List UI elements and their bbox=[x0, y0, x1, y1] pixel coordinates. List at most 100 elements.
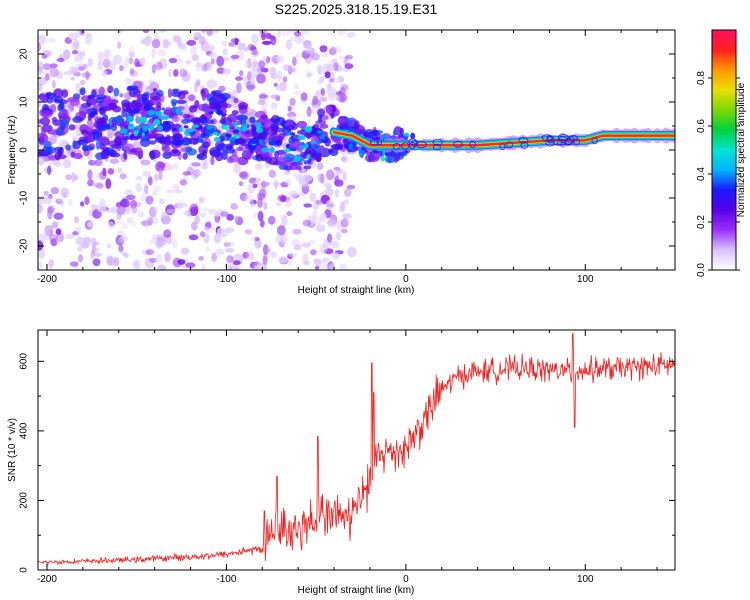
heatmap-cell bbox=[259, 219, 265, 228]
heatmap-cell bbox=[330, 144, 343, 149]
heatmap-cell bbox=[252, 58, 257, 68]
heatmap-cell bbox=[116, 206, 126, 215]
y-tick-label: 0 bbox=[19, 567, 30, 573]
heatmap-cell bbox=[69, 261, 79, 267]
heatmap-cell bbox=[46, 266, 53, 270]
heatmap-cell bbox=[115, 240, 125, 246]
heatmap-cell bbox=[372, 130, 379, 136]
heatmap-cell bbox=[76, 236, 87, 246]
heatmap-cell bbox=[38, 204, 43, 214]
heatmap-cell bbox=[350, 125, 356, 129]
heatmap-cell bbox=[157, 125, 164, 131]
heatmap-cell bbox=[129, 69, 138, 78]
heatmap-cell bbox=[214, 212, 220, 217]
heatmap-cell bbox=[267, 215, 276, 225]
heatmap-cell bbox=[228, 41, 236, 47]
heatmap-cell bbox=[38, 119, 43, 124]
heatmap-cell bbox=[270, 102, 278, 110]
heatmap-cell bbox=[287, 105, 292, 112]
heatmap-cell bbox=[55, 228, 62, 235]
heatmap-cell bbox=[161, 107, 166, 111]
heatmap-cell bbox=[300, 99, 307, 104]
heatmap-cell bbox=[63, 71, 74, 76]
heatmap-cell bbox=[96, 94, 107, 100]
heatmap-cell bbox=[80, 242, 90, 249]
heatmap-cell bbox=[43, 190, 49, 196]
heatmap-cell bbox=[339, 204, 346, 213]
heatmap-cell bbox=[47, 208, 53, 220]
heatmap-cell bbox=[285, 143, 291, 149]
heatmap-cell bbox=[166, 189, 174, 194]
heatmap-cell bbox=[38, 249, 46, 259]
heatmap-cell bbox=[591, 137, 598, 145]
heatmap-cell bbox=[234, 37, 239, 46]
heatmap-cell bbox=[68, 124, 76, 131]
heatmap-cell bbox=[160, 215, 171, 225]
spectrogram-heatmap bbox=[38, 30, 675, 270]
heatmap-cell bbox=[118, 245, 124, 251]
heatmap-cell bbox=[279, 154, 284, 163]
heatmap-cell bbox=[95, 140, 100, 150]
heatmap-cell bbox=[289, 146, 297, 152]
heatmap-cell bbox=[566, 136, 575, 144]
heatmap-cell bbox=[182, 152, 188, 160]
spectrogram-x-ticks: -200 -100 0 100 bbox=[37, 30, 658, 285]
heatmap-cell bbox=[327, 87, 337, 97]
heatmap-cell bbox=[339, 118, 346, 123]
heatmap-cell bbox=[306, 154, 310, 161]
heatmap-cell bbox=[168, 113, 174, 119]
heatmap-cell bbox=[316, 162, 324, 171]
heatmap-cell bbox=[280, 195, 287, 203]
heatmap-cell bbox=[316, 139, 322, 145]
heatmap-cell bbox=[73, 216, 80, 224]
heatmap-cell bbox=[214, 137, 221, 142]
heatmap-cell bbox=[47, 206, 54, 214]
heatmap-cell bbox=[234, 139, 240, 145]
heatmap-cell bbox=[73, 38, 79, 49]
heatmap-cell bbox=[210, 58, 215, 65]
heatmap-cell bbox=[79, 87, 86, 96]
heatmap-cell bbox=[128, 51, 135, 58]
heatmap-cell bbox=[65, 144, 71, 151]
heatmap-cell bbox=[216, 109, 223, 116]
heatmap-cell bbox=[68, 32, 78, 41]
heatmap-cell bbox=[288, 252, 298, 258]
heatmap-cell bbox=[254, 238, 262, 249]
heatmap-cell bbox=[332, 251, 340, 259]
heatmap-cell bbox=[269, 66, 277, 78]
heatmap-cell bbox=[84, 196, 90, 206]
heatmap-cell bbox=[188, 137, 200, 145]
heatmap-cell bbox=[94, 173, 102, 181]
heatmap-cell bbox=[249, 68, 259, 79]
heatmap-cell bbox=[275, 201, 283, 207]
heatmap-cell bbox=[57, 103, 65, 113]
heatmap-cell bbox=[202, 159, 208, 170]
snr-frame bbox=[37, 329, 676, 571]
heatmap-cell bbox=[276, 55, 285, 63]
heatmap-cell bbox=[201, 141, 210, 149]
heatmap-cell bbox=[337, 75, 345, 84]
heatmap-cell bbox=[83, 63, 88, 70]
heatmap-cell bbox=[175, 108, 182, 115]
heatmap-cell bbox=[86, 98, 98, 104]
heatmap-cell bbox=[42, 63, 52, 71]
heatmap-cell bbox=[269, 35, 276, 41]
heatmap-cell bbox=[133, 107, 141, 112]
heatmap-cell bbox=[51, 116, 58, 123]
heatmap-cell bbox=[75, 130, 83, 137]
heatmap-cell bbox=[369, 138, 380, 146]
heatmap-cell bbox=[279, 214, 287, 221]
heatmap-cell bbox=[244, 229, 253, 235]
heatmap-cell bbox=[189, 105, 198, 113]
heatmap-cell bbox=[179, 179, 188, 186]
heatmap-cell bbox=[246, 251, 255, 261]
heatmap-cell bbox=[60, 187, 69, 198]
heatmap-cell bbox=[330, 240, 340, 249]
heatmap-cell bbox=[251, 33, 259, 44]
heatmap-cell bbox=[109, 158, 119, 164]
heatmap-cell bbox=[206, 126, 212, 130]
heatmap-cell bbox=[51, 221, 59, 229]
heatmap-cell bbox=[319, 212, 328, 222]
heatmap-cell bbox=[42, 50, 52, 58]
heatmap-cell bbox=[255, 145, 261, 154]
